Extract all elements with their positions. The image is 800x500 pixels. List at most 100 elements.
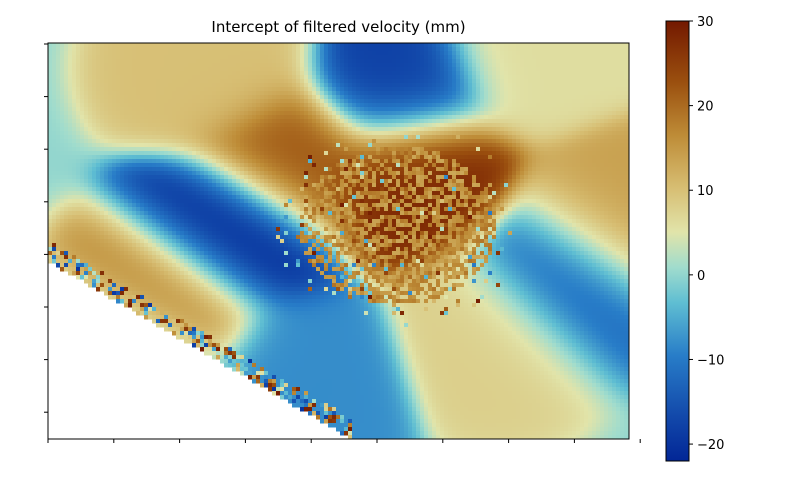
heatmap-cell [96, 175, 101, 180]
heatmap-cell [224, 119, 229, 124]
heatmap-cell [120, 71, 125, 76]
heatmap-cell [220, 135, 225, 140]
heatmap-cell [448, 67, 453, 72]
heatmap-cell [328, 147, 333, 152]
heatmap-cell [68, 159, 73, 164]
heatmap-cell [152, 63, 157, 68]
heatmap-cell [604, 103, 609, 108]
heatmap-cell [244, 111, 249, 116]
heatmap-cell [540, 67, 545, 72]
heatmap-cell [440, 51, 445, 56]
heatmap-cell [136, 79, 141, 84]
heatmap-cell [472, 75, 477, 80]
heatmap-cell [412, 139, 417, 144]
heatmap-cell [384, 119, 389, 124]
heatmap-cell [184, 131, 189, 136]
heatmap-cell [280, 143, 285, 148]
heatmap-cell [368, 107, 373, 112]
heatmap-cell [332, 99, 337, 104]
heatmap-cell [368, 147, 373, 152]
heatmap-cell [244, 171, 249, 176]
heatmap-cell [424, 67, 429, 72]
heatmap-cell [412, 115, 417, 120]
heatmap-cell [236, 139, 241, 144]
heatmap-cell [168, 111, 173, 116]
heatmap-cell [580, 127, 585, 132]
heatmap-cell [108, 131, 113, 136]
heatmap-cell [452, 91, 457, 96]
heatmap-cell [416, 59, 421, 64]
heatmap-cell [436, 111, 441, 116]
heatmap-cell [440, 127, 445, 132]
heatmap-cell [236, 127, 241, 132]
heatmap-cell [304, 135, 309, 140]
heatmap-cell [576, 115, 581, 120]
heatmap-cell [212, 111, 217, 116]
heatmap-cell [316, 143, 321, 148]
heatmap-cell [468, 163, 473, 168]
heatmap-cell [548, 159, 553, 164]
heatmap-cell [188, 139, 193, 144]
heatmap-cell [136, 63, 141, 68]
heatmap-cell [52, 71, 57, 76]
heatmap-cell [576, 67, 581, 72]
heatmap-cell [488, 127, 493, 132]
heatmap-cell [492, 67, 497, 72]
heatmap-cell [364, 131, 369, 136]
heatmap-cell [52, 103, 57, 108]
heatmap-cell [360, 127, 365, 132]
heatmap-cell [276, 51, 281, 56]
heatmap-cell [196, 79, 201, 84]
heatmap-cell [424, 171, 429, 176]
heatmap-cell [496, 155, 501, 160]
heatmap-cell [404, 159, 409, 164]
heatmap-cell [568, 107, 573, 112]
heatmap-cell [300, 127, 305, 132]
heatmap-cell [572, 115, 577, 120]
heatmap-cell [608, 83, 613, 88]
heatmap-cell [392, 155, 397, 160]
heatmap-cell [160, 167, 165, 172]
heatmap-cell [556, 139, 561, 144]
heatmap-cell [456, 75, 461, 80]
heatmap-cell [260, 95, 265, 100]
heatmap-cell [192, 91, 197, 96]
heatmap-cell [604, 51, 609, 56]
heatmap-cell [448, 127, 453, 132]
heatmap-cell [56, 103, 61, 108]
heatmap-cell [132, 71, 137, 76]
heatmap-cell [48, 103, 53, 108]
heatmap-cell [584, 71, 589, 76]
heatmap-cell [92, 119, 97, 124]
heatmap-cell [276, 115, 281, 120]
heatmap-cell [352, 135, 357, 140]
heatmap-cell [136, 119, 141, 124]
heatmap-cell [332, 171, 337, 176]
heatmap-cell [316, 155, 321, 160]
heatmap-cell [460, 111, 465, 116]
heatmap-cell [320, 99, 325, 104]
heatmap-cell [128, 67, 133, 72]
heatmap-cell [116, 119, 121, 124]
heatmap-cell [112, 167, 117, 172]
heatmap-cell [140, 95, 145, 100]
heatmap-cell [376, 139, 381, 144]
heatmap-cell [172, 103, 177, 108]
heatmap-cell [292, 143, 297, 148]
heatmap-cell [124, 71, 129, 76]
heatmap-cell [568, 111, 573, 116]
heatmap-cell [452, 155, 457, 160]
heatmap-cell [176, 63, 181, 68]
heatmap-cell [436, 51, 441, 56]
heatmap-cell [520, 111, 525, 116]
heatmap-cell [316, 43, 321, 48]
heatmap-cell [452, 147, 457, 152]
heatmap-cell [188, 99, 193, 104]
heatmap-cell [264, 123, 269, 128]
heatmap-cell [464, 127, 469, 132]
heatmap-cell [528, 91, 533, 96]
heatmap-cell [156, 59, 161, 64]
heatmap-cell [172, 131, 177, 136]
heatmap-cell [536, 175, 541, 180]
heatmap-cell [344, 163, 349, 168]
